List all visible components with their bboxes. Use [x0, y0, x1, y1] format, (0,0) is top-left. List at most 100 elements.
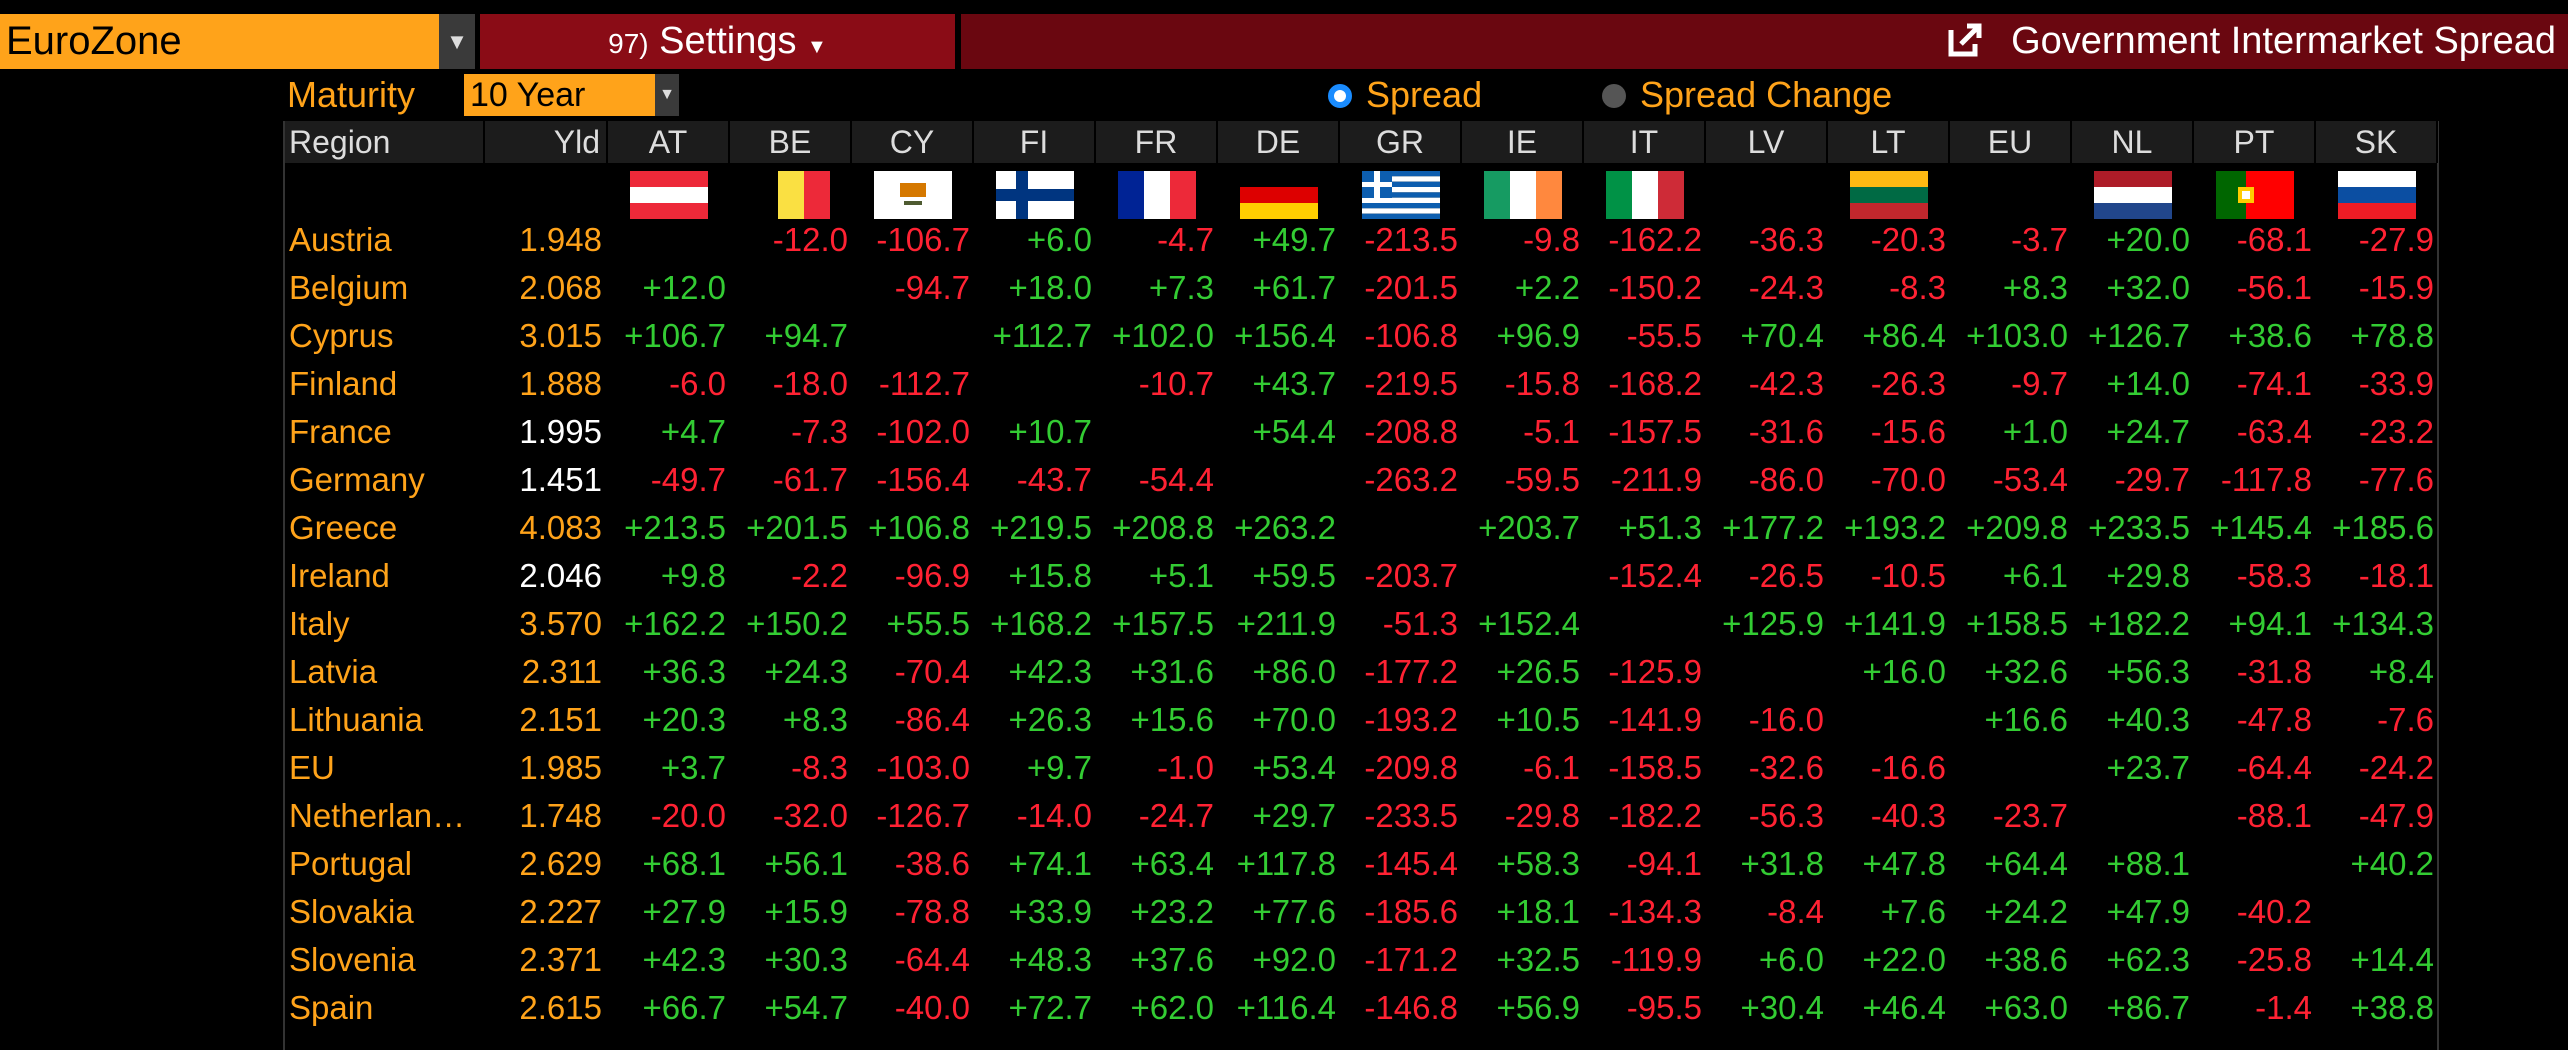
spread-value: +168.2 — [990, 605, 1092, 642]
spread-value: -150.2 — [1608, 269, 1702, 306]
spread-value: -40.0 — [894, 989, 970, 1026]
yield-value: 2.227 — [519, 893, 602, 930]
spread-value: +68.1 — [642, 845, 727, 882]
column-header: LV — [1706, 121, 1828, 163]
spread-value: +12.0 — [642, 269, 727, 306]
spread-value: +219.5 — [990, 509, 1092, 546]
spread-value: -64.4 — [2236, 749, 2312, 786]
spread-value: -58.3 — [2236, 557, 2312, 594]
spread-value: -70.4 — [894, 653, 970, 690]
spread-value: -145.4 — [1364, 845, 1458, 882]
spread-value: -9.8 — [1523, 221, 1580, 258]
spread-value: +145.4 — [2210, 509, 2312, 546]
yield-value: 2.371 — [519, 941, 602, 978]
spread-value: -38.6 — [894, 845, 970, 882]
spread-value: +7.6 — [1880, 893, 1946, 930]
spread-value: +30.3 — [764, 941, 849, 978]
spread-value: -7.3 — [791, 413, 848, 450]
spread-value: +6.0 — [1758, 941, 1824, 978]
region-select[interactable]: EuroZone — [0, 14, 439, 69]
spread-value: +185.6 — [2332, 509, 2434, 546]
spread-value: +27.9 — [642, 893, 727, 930]
spread-value: +63.0 — [1984, 989, 2069, 1026]
spread-value: +38.8 — [2350, 989, 2435, 1026]
spread-value: +48.3 — [1008, 941, 1093, 978]
spread-value: +88.1 — [2106, 845, 2191, 882]
spread-value: +49.7 — [1252, 221, 1337, 258]
spread-value: +61.7 — [1252, 269, 1337, 306]
spread-value: +9.7 — [1026, 749, 1092, 786]
spread-value: -106.8 — [1364, 317, 1458, 354]
spread-value: +141.9 — [1844, 605, 1946, 642]
radio-button[interactable] — [1328, 84, 1352, 108]
spread-value: +103.0 — [1966, 317, 2068, 354]
spread-value: +53.4 — [1252, 749, 1337, 786]
dropdown-arrow[interactable]: ▼ — [655, 74, 679, 116]
spread-value: +30.4 — [1740, 989, 1825, 1026]
spread-value: -94.1 — [1626, 845, 1702, 882]
yield-value: 2.311 — [521, 653, 602, 690]
column-header: Yld — [485, 121, 608, 163]
spread-value: +32.6 — [1984, 653, 2069, 690]
flag-icon — [2216, 171, 2294, 219]
spread-value: +150.2 — [746, 605, 848, 642]
spread-value: +177.2 — [1722, 509, 1824, 546]
radio-label[interactable]: Spread Change — [1640, 74, 1893, 115]
spread-value: -263.2 — [1364, 461, 1458, 498]
flag-icon — [1240, 171, 1318, 219]
spread-value: +126.7 — [2088, 317, 2190, 354]
spread-value: +40.3 — [2106, 701, 2191, 738]
region-name: Ireland — [289, 557, 390, 594]
spread-value: +33.9 — [1008, 893, 1093, 930]
spread-value: -40.3 — [1870, 797, 1946, 834]
spread-value: -4.7 — [1157, 221, 1214, 258]
spread-value: +6.0 — [1026, 221, 1092, 258]
spread-value: +78.8 — [2350, 317, 2435, 354]
flag-icon — [1606, 171, 1684, 219]
spread-value: -8.3 — [1889, 269, 1946, 306]
spread-value: -182.2 — [1608, 797, 1702, 834]
spread-value: -47.8 — [2236, 701, 2312, 738]
spread-value: +117.8 — [1236, 845, 1336, 882]
spread-value: +29.8 — [2106, 557, 2191, 594]
spread-value: +29.7 — [1252, 797, 1337, 834]
spread-value: -193.2 — [1364, 701, 1458, 738]
spread-value: +4.7 — [660, 413, 726, 450]
spread-value: +38.6 — [2228, 317, 2313, 354]
spread-value: +106.8 — [868, 509, 970, 546]
spread-value: -20.0 — [650, 797, 726, 834]
spread-value: -168.2 — [1608, 365, 1702, 402]
maturity-select[interactable]: 10 Year — [464, 74, 655, 116]
yield-value: 1.948 — [519, 221, 602, 258]
spread-value: -70.0 — [1870, 461, 1946, 498]
spread-value: -56.1 — [2236, 269, 2312, 306]
spread-value: +10.7 — [1008, 413, 1093, 450]
region-name: Germany — [289, 461, 425, 498]
popout-icon[interactable] — [1947, 22, 1987, 58]
spread-value: +15.8 — [1008, 557, 1093, 594]
spread-value: +54.4 — [1252, 413, 1337, 450]
dropdown-arrow[interactable]: ▼ — [439, 14, 475, 69]
spread-value: +24.2 — [1984, 893, 2069, 930]
spread-value: +64.4 — [1984, 845, 2069, 882]
spread-value: -49.7 — [650, 461, 726, 498]
spread-value: -77.6 — [2358, 461, 2434, 498]
spread-value: +94.1 — [2228, 605, 2313, 642]
spread-value: +26.3 — [1008, 701, 1093, 738]
spread-value: -16.0 — [1748, 701, 1824, 738]
radio-label[interactable]: Spread — [1366, 74, 1483, 115]
spread-value: -56.3 — [1748, 797, 1824, 834]
spread-value: -78.8 — [894, 893, 970, 930]
spread-value: -20.3 — [1870, 221, 1946, 258]
column-header: FI — [974, 121, 1096, 163]
spread-value: +32.0 — [2106, 269, 2191, 306]
settings-button[interactable]: 97) Settings ▼ — [480, 14, 955, 69]
spread-value: -201.5 — [1364, 269, 1458, 306]
spread-value: +36.3 — [642, 653, 727, 690]
spread-value: +8.3 — [782, 701, 848, 738]
radio-button[interactable] — [1602, 84, 1626, 108]
spread-value: -88.1 — [2236, 797, 2312, 834]
spread-value: -68.1 — [2236, 221, 2312, 258]
spread-value: +40.2 — [2350, 845, 2435, 882]
spread-value: -112.7 — [878, 365, 970, 402]
